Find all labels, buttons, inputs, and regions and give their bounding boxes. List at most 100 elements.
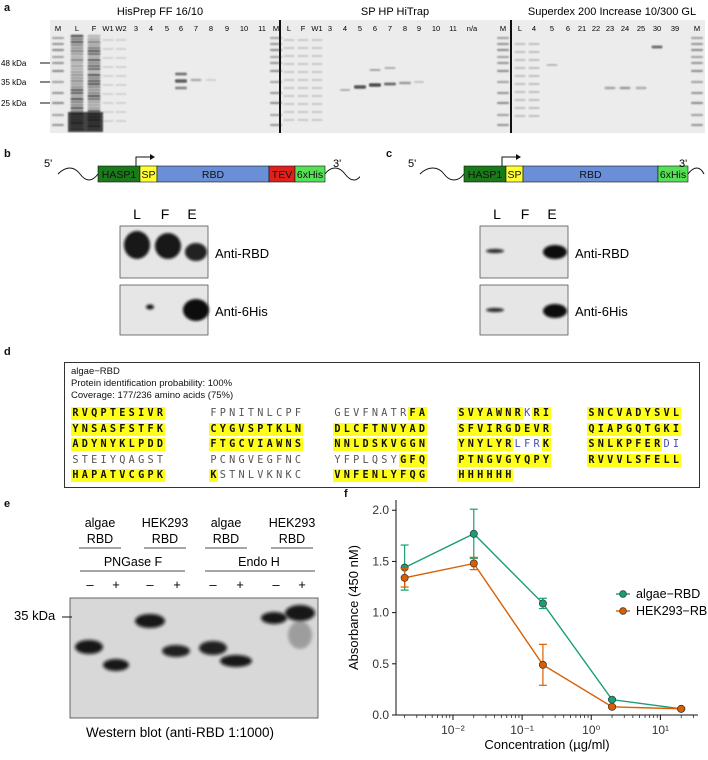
wash-band	[116, 75, 127, 77]
amino-acid: Y	[389, 454, 398, 467]
gel-lane-label: M	[694, 24, 700, 33]
construct-diagram-c: HASP1 SP RBD 6xHis 5' 3'	[354, 148, 708, 188]
gel-lane-label: n/a	[467, 24, 478, 33]
sample-group-label: RBD	[279, 532, 305, 546]
sec-load-band	[515, 43, 526, 45]
amino-acid: I	[672, 438, 681, 451]
amino-acid: P	[256, 423, 265, 436]
x-tick-label: 10⁰	[582, 723, 600, 737]
marker-ladder-band	[52, 124, 64, 126]
amino-acid: I	[256, 438, 265, 451]
sp-load-band	[298, 63, 309, 65]
lysate-band	[71, 53, 84, 56]
sp-band-upper	[370, 69, 381, 71]
sec-load-band	[529, 99, 540, 101]
amino-acid: G	[237, 454, 246, 467]
sp-load-band	[312, 95, 323, 97]
gel-lane-label: 4	[149, 24, 153, 33]
amino-acid: F	[294, 407, 303, 420]
marker-ladder-band	[497, 56, 509, 58]
lysate-band	[88, 77, 101, 80]
amino-acid: S	[457, 407, 466, 420]
identification-probability: Protein identification probability: 100%	[71, 378, 232, 390]
gel-lane-label: 22	[592, 24, 600, 33]
amino-acid: S	[146, 454, 155, 467]
lysate-band	[71, 62, 84, 65]
amino-acid: H	[466, 469, 475, 482]
lysate-band	[88, 71, 101, 74]
wash-band	[116, 39, 127, 41]
x-axis-label: Concentration (µg/ml)	[484, 737, 609, 752]
sec-load-band	[529, 43, 540, 45]
amino-acid: C	[294, 469, 303, 482]
gel-lane-label: 3	[134, 24, 138, 33]
marker-ladder-band	[52, 49, 64, 51]
amino-acid: F	[342, 454, 351, 467]
amino-acid: T	[137, 423, 146, 436]
amino-acid: N	[275, 469, 284, 482]
amino-acid: P	[625, 438, 634, 451]
lysate-band	[71, 95, 84, 98]
amino-acid: D	[333, 423, 342, 436]
lysate-band	[88, 53, 101, 56]
amino-acid: A	[127, 454, 136, 467]
amino-acid: L	[606, 438, 615, 451]
eluate-band-faint	[191, 79, 202, 82]
sp-load-band	[284, 55, 295, 57]
sequence-coverage-box: algae−RBD Protein identification probabi…	[64, 362, 700, 488]
gel-lane-label: 8	[403, 24, 407, 33]
gel-lane-label: 39	[671, 24, 679, 33]
amino-acid: A	[606, 423, 615, 436]
amino-acid: R	[653, 438, 662, 451]
amino-acid: I	[137, 407, 146, 420]
sample-group-label: RBD	[213, 532, 239, 546]
amino-acid: N	[342, 438, 351, 451]
marker-ladder-band	[691, 62, 703, 64]
promoter-arrowhead	[150, 154, 155, 160]
lysate-band	[71, 92, 84, 95]
amino-acid: L	[672, 454, 681, 467]
eluate-band-lower	[175, 87, 187, 90]
amino-acid: A	[485, 407, 494, 420]
amino-acid: A	[380, 407, 389, 420]
sp-load-band	[284, 47, 295, 49]
lysate-band	[71, 71, 84, 74]
amino-acid: N	[228, 454, 237, 467]
blot-band	[103, 659, 129, 671]
amino-acid: D	[156, 438, 165, 451]
amino-acid: T	[218, 438, 227, 451]
lysate-band	[71, 35, 84, 38]
sp-load-band	[298, 119, 309, 121]
construct-segment-label: 6xHis	[660, 169, 686, 181]
lysate-band	[88, 86, 101, 89]
sequence-block: SNLKPFERDI	[587, 438, 681, 451]
x-tick-label: 10⁻²	[441, 723, 465, 737]
sequence-block: PCNGVEGFNC	[209, 454, 303, 467]
amino-acid: I	[485, 423, 494, 436]
sp-load-band	[298, 39, 309, 41]
promoter-arrow	[502, 157, 516, 166]
construct-diagram-b: HASP1 SP RBD TEV 6xHis 5' 3'	[0, 148, 360, 188]
blot-antibody-label: Anti-6His	[575, 304, 628, 319]
amino-acid: S	[653, 407, 662, 420]
amino-acid: S	[587, 407, 596, 420]
amino-acid: P	[209, 454, 218, 467]
amino-acid: V	[466, 407, 475, 420]
sp-load-band	[284, 95, 295, 97]
amino-acid: F	[361, 423, 370, 436]
gel-lane-label: M	[273, 24, 279, 33]
gel-lane-label: 4	[532, 24, 536, 33]
sp-band-target	[384, 83, 396, 86]
marker-ladder-band	[497, 81, 509, 83]
amino-acid: P	[146, 469, 155, 482]
sp-load-band	[284, 119, 295, 121]
sec-load-band	[529, 107, 540, 109]
sp-load-band	[284, 87, 295, 89]
amino-acid: D	[361, 438, 370, 451]
blot-marker-label: 35 kDa	[14, 608, 56, 623]
sample-group-label: RBD	[87, 532, 113, 546]
marker-ladder-band	[497, 124, 509, 126]
sp-band-target	[369, 83, 381, 87]
amino-acid: H	[485, 469, 494, 482]
amino-acid: L	[361, 454, 370, 467]
